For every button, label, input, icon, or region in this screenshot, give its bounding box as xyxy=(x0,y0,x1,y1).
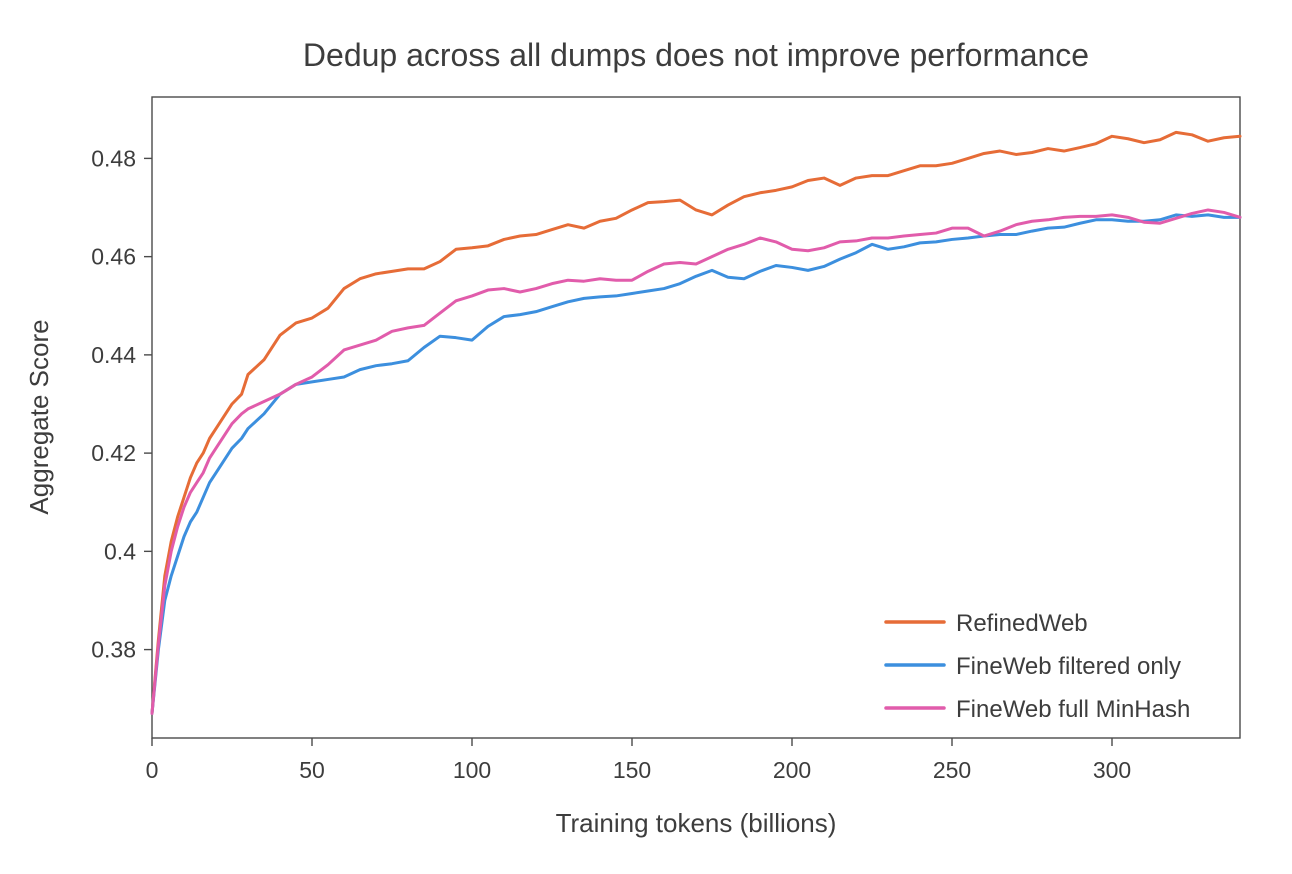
x-tick-label: 100 xyxy=(453,757,491,783)
y-tick-label: 0.42 xyxy=(91,440,136,466)
plot-frame xyxy=(151,96,1241,739)
y-tick-label: 0.38 xyxy=(91,637,136,663)
legend-label: FineWeb filtered only xyxy=(956,653,1181,680)
x-tick-label: 50 xyxy=(299,757,325,783)
series-layer xyxy=(150,130,1242,715)
y-tick-label: 0.48 xyxy=(91,145,136,171)
y-tick-label: 0.46 xyxy=(91,244,136,270)
x-tick-label: 150 xyxy=(613,757,651,783)
legend-label: FineWeb full MinHash xyxy=(956,696,1190,723)
series-line-refinedweb xyxy=(150,130,1242,715)
series-line-fineweb-full-minhash xyxy=(150,208,1242,715)
y-tick-label: 0.4 xyxy=(104,538,136,564)
legend-label: RefinedWeb xyxy=(956,610,1088,637)
x-tick-label: 0 xyxy=(146,757,159,783)
chart-title: Dedup across all dumps does not improve … xyxy=(303,37,1089,73)
y-axis: 0.38 0.4 0.42 0.44 0.46 0.48 xyxy=(91,145,152,663)
series-line-fineweb-filtered-only xyxy=(150,213,1242,715)
legend: RefinedWeb FineWeb filtered only FineWeb f… xyxy=(884,610,1190,723)
x-axis-label: Training tokens (billions) xyxy=(556,808,837,838)
x-tick-label: 200 xyxy=(773,757,811,783)
y-tick-label: 0.44 xyxy=(91,342,136,368)
x-axis: 0 50 100 150 200 250 300 xyxy=(146,738,1131,783)
x-tick-label: 300 xyxy=(1093,757,1131,783)
x-tick-label: 250 xyxy=(933,757,971,783)
y-axis-label: Aggregate Score xyxy=(24,319,54,514)
